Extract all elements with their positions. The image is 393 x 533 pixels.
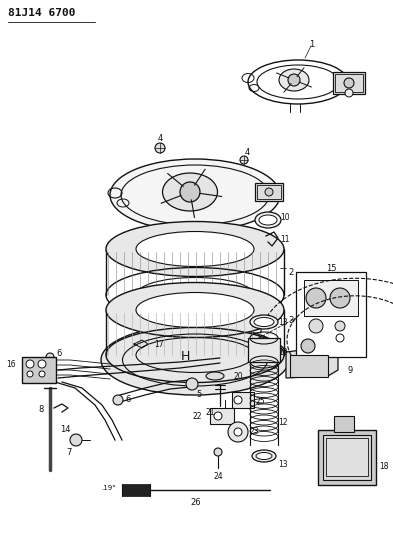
Text: 10: 10 <box>280 214 290 222</box>
Circle shape <box>27 371 33 377</box>
Ellipse shape <box>106 282 284 337</box>
Circle shape <box>228 422 248 442</box>
Text: 7: 7 <box>66 448 72 457</box>
Bar <box>22 357 56 383</box>
Text: 18: 18 <box>379 462 389 471</box>
Circle shape <box>113 395 123 405</box>
Bar <box>335 74 363 92</box>
Circle shape <box>301 339 315 353</box>
Circle shape <box>39 371 45 377</box>
Text: 21: 21 <box>206 408 215 417</box>
Circle shape <box>265 188 273 196</box>
Ellipse shape <box>136 293 254 327</box>
Bar <box>232 392 254 408</box>
Polygon shape <box>286 344 338 378</box>
Circle shape <box>345 89 353 97</box>
Text: 22: 22 <box>193 412 202 421</box>
Text: 26: 26 <box>191 498 201 507</box>
Text: 6: 6 <box>125 395 130 405</box>
Text: 23: 23 <box>250 427 260 437</box>
Ellipse shape <box>259 215 277 225</box>
Circle shape <box>38 360 46 368</box>
Text: 15: 15 <box>326 264 336 273</box>
Circle shape <box>155 143 165 153</box>
Ellipse shape <box>110 159 280 231</box>
Bar <box>290 355 328 377</box>
Circle shape <box>306 288 326 308</box>
Text: 4: 4 <box>245 148 250 157</box>
Bar <box>304 280 358 316</box>
Ellipse shape <box>254 318 274 327</box>
Text: 19: 19 <box>278 348 288 357</box>
Circle shape <box>288 74 300 86</box>
Text: 9: 9 <box>348 366 353 375</box>
Bar <box>318 430 376 485</box>
Bar <box>255 183 283 201</box>
Text: 1: 1 <box>309 40 314 49</box>
Bar <box>326 438 368 476</box>
Text: 17: 17 <box>154 340 163 349</box>
Bar <box>257 185 281 199</box>
Circle shape <box>335 321 345 331</box>
Bar <box>122 484 150 496</box>
Circle shape <box>234 428 242 436</box>
Text: 13: 13 <box>278 318 288 327</box>
Ellipse shape <box>136 231 254 266</box>
Text: 24: 24 <box>213 472 223 481</box>
Circle shape <box>336 334 344 342</box>
Circle shape <box>214 448 222 456</box>
Ellipse shape <box>256 453 272 459</box>
Circle shape <box>26 360 34 368</box>
Circle shape <box>234 396 242 404</box>
Circle shape <box>214 412 222 420</box>
Circle shape <box>70 434 82 446</box>
Text: 6: 6 <box>56 350 61 359</box>
Circle shape <box>309 319 323 333</box>
Text: 4: 4 <box>157 134 163 143</box>
Bar <box>333 72 365 94</box>
Text: H: H <box>180 350 190 362</box>
Text: 8: 8 <box>39 405 44 414</box>
Text: 5: 5 <box>196 390 201 399</box>
Circle shape <box>240 156 248 164</box>
Bar <box>248 338 280 362</box>
Bar <box>323 435 371 480</box>
Text: 25: 25 <box>256 397 266 406</box>
Bar <box>210 408 234 424</box>
Bar <box>334 416 354 432</box>
Text: 2: 2 <box>288 268 293 277</box>
Text: 20: 20 <box>234 372 244 381</box>
Text: 81J14 6700: 81J14 6700 <box>8 8 75 18</box>
Text: .19": .19" <box>102 485 116 491</box>
Ellipse shape <box>101 325 289 395</box>
Ellipse shape <box>206 372 224 380</box>
Ellipse shape <box>250 315 278 329</box>
Circle shape <box>344 78 354 88</box>
Ellipse shape <box>162 173 217 211</box>
Text: 16: 16 <box>6 360 16 369</box>
Text: 3: 3 <box>288 316 294 325</box>
Text: 11: 11 <box>280 236 290 245</box>
Text: 14: 14 <box>60 425 70 434</box>
Text: 12: 12 <box>278 418 288 427</box>
Circle shape <box>186 378 198 390</box>
Circle shape <box>330 288 350 308</box>
Circle shape <box>180 182 200 202</box>
Bar <box>296 272 366 357</box>
Ellipse shape <box>255 212 281 228</box>
Ellipse shape <box>106 222 284 277</box>
Text: 13: 13 <box>278 460 288 469</box>
Ellipse shape <box>252 450 276 462</box>
Circle shape <box>46 353 54 361</box>
Ellipse shape <box>279 69 309 91</box>
